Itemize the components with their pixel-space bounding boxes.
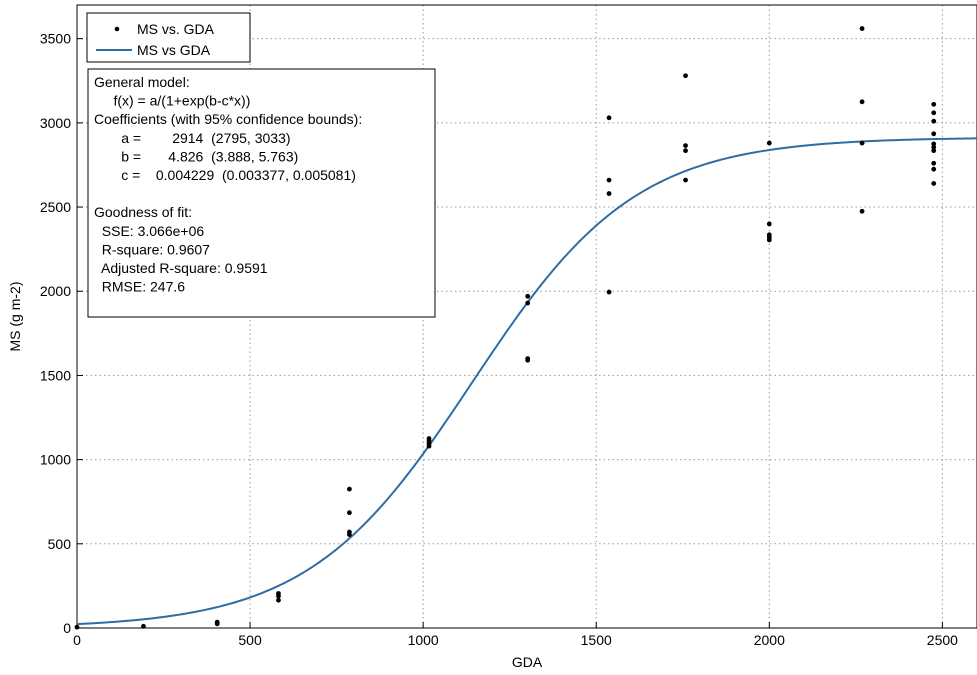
data-point bbox=[74, 624, 80, 630]
fit-results-annotation: General model: f(x) = a/(1+exp(b-c*x)) Co… bbox=[87, 68, 436, 318]
data-point bbox=[859, 208, 865, 214]
data-point bbox=[214, 619, 220, 625]
annotation-line: f(x) = a/(1+exp(b-c*x)) bbox=[94, 93, 250, 109]
annotation-line: a = 2914 (2795, 3033) bbox=[94, 130, 291, 146]
data-point bbox=[606, 289, 612, 295]
data-point bbox=[683, 177, 688, 183]
x-tick-label: 0 bbox=[73, 632, 81, 648]
data-point bbox=[859, 99, 865, 105]
data-point bbox=[931, 181, 937, 186]
y-tick-label: 500 bbox=[48, 536, 72, 552]
annotation-line: Goodness of fit: bbox=[94, 204, 192, 220]
data-point bbox=[347, 529, 352, 535]
plot-frame bbox=[76, 4, 977, 629]
data-point bbox=[766, 140, 772, 146]
data-point bbox=[859, 140, 865, 146]
data-point bbox=[859, 26, 865, 31]
x-tick-label: 2500 bbox=[927, 632, 958, 648]
y-tick-label: 3500 bbox=[40, 31, 71, 47]
annotation-box bbox=[87, 68, 436, 318]
x-tick-label: 500 bbox=[238, 632, 262, 648]
data-point bbox=[141, 623, 146, 629]
data-point bbox=[525, 356, 531, 361]
legend-entry-fit: MS vs GDA bbox=[137, 42, 211, 58]
data-point bbox=[276, 591, 281, 596]
data-point bbox=[426, 436, 432, 441]
data-point bbox=[276, 597, 281, 603]
annotation-line: Adjusted R-square: 0.9591 bbox=[94, 260, 268, 276]
data-point bbox=[606, 115, 612, 121]
data-point bbox=[606, 191, 612, 196]
annotation-line: c = 0.004229 (0.003377, 0.005081) bbox=[94, 167, 356, 183]
legend-box bbox=[86, 12, 251, 63]
legend: MS vs. GDA MS vs GDA bbox=[86, 12, 251, 63]
data-point bbox=[931, 131, 937, 137]
data-point bbox=[525, 293, 531, 299]
data-point bbox=[931, 110, 937, 116]
data-point bbox=[766, 232, 772, 238]
legend-entry-points: MS vs. GDA bbox=[137, 21, 215, 37]
x-tick-label: 1000 bbox=[408, 632, 439, 648]
data-point bbox=[931, 166, 937, 172]
annotation-line: RMSE: 247.6 bbox=[94, 279, 185, 295]
y-tick-label: 2000 bbox=[40, 283, 71, 299]
data-point bbox=[683, 143, 688, 148]
x-axis-label: GDA bbox=[512, 654, 543, 670]
data-point bbox=[766, 221, 772, 227]
y-axis-label: MS (g m-2) bbox=[7, 282, 23, 352]
data-point bbox=[931, 148, 937, 154]
legend-marker-points bbox=[114, 26, 120, 32]
data-point bbox=[683, 148, 688, 154]
data-point bbox=[347, 486, 352, 492]
x-tick-label: 2000 bbox=[754, 632, 785, 648]
y-tick-label: 1500 bbox=[40, 367, 71, 383]
y-tick-label: 2500 bbox=[40, 199, 71, 215]
y-tick-label: 0 bbox=[63, 620, 71, 636]
data-points bbox=[74, 26, 937, 630]
data-point bbox=[931, 118, 937, 124]
data-point bbox=[525, 300, 531, 306]
data-point bbox=[931, 101, 937, 107]
data-point bbox=[931, 141, 937, 147]
data-point bbox=[931, 144, 937, 150]
ticks: 0 500 1000 1500 2000 2500 0 500 1000 1500 2000 2500… bbox=[40, 31, 958, 648]
annotation-line: R-square: 0.9607 bbox=[94, 241, 210, 257]
data-point bbox=[347, 510, 352, 516]
annotation-line: b = 4.826 (3.888, 5.763) bbox=[94, 148, 298, 164]
data-point bbox=[606, 177, 612, 183]
data-point bbox=[683, 73, 688, 79]
data-point bbox=[931, 160, 937, 166]
annotation-line: SSE: 3.066e+06 bbox=[94, 223, 204, 239]
y-tick-label: 1000 bbox=[40, 452, 71, 468]
annotation-line: Coefficients (with 95% confidence bounds… bbox=[94, 111, 362, 127]
annotation-line: General model: bbox=[94, 74, 190, 90]
y-tick-label: 3000 bbox=[40, 115, 71, 131]
x-tick-label: 1500 bbox=[581, 632, 612, 648]
